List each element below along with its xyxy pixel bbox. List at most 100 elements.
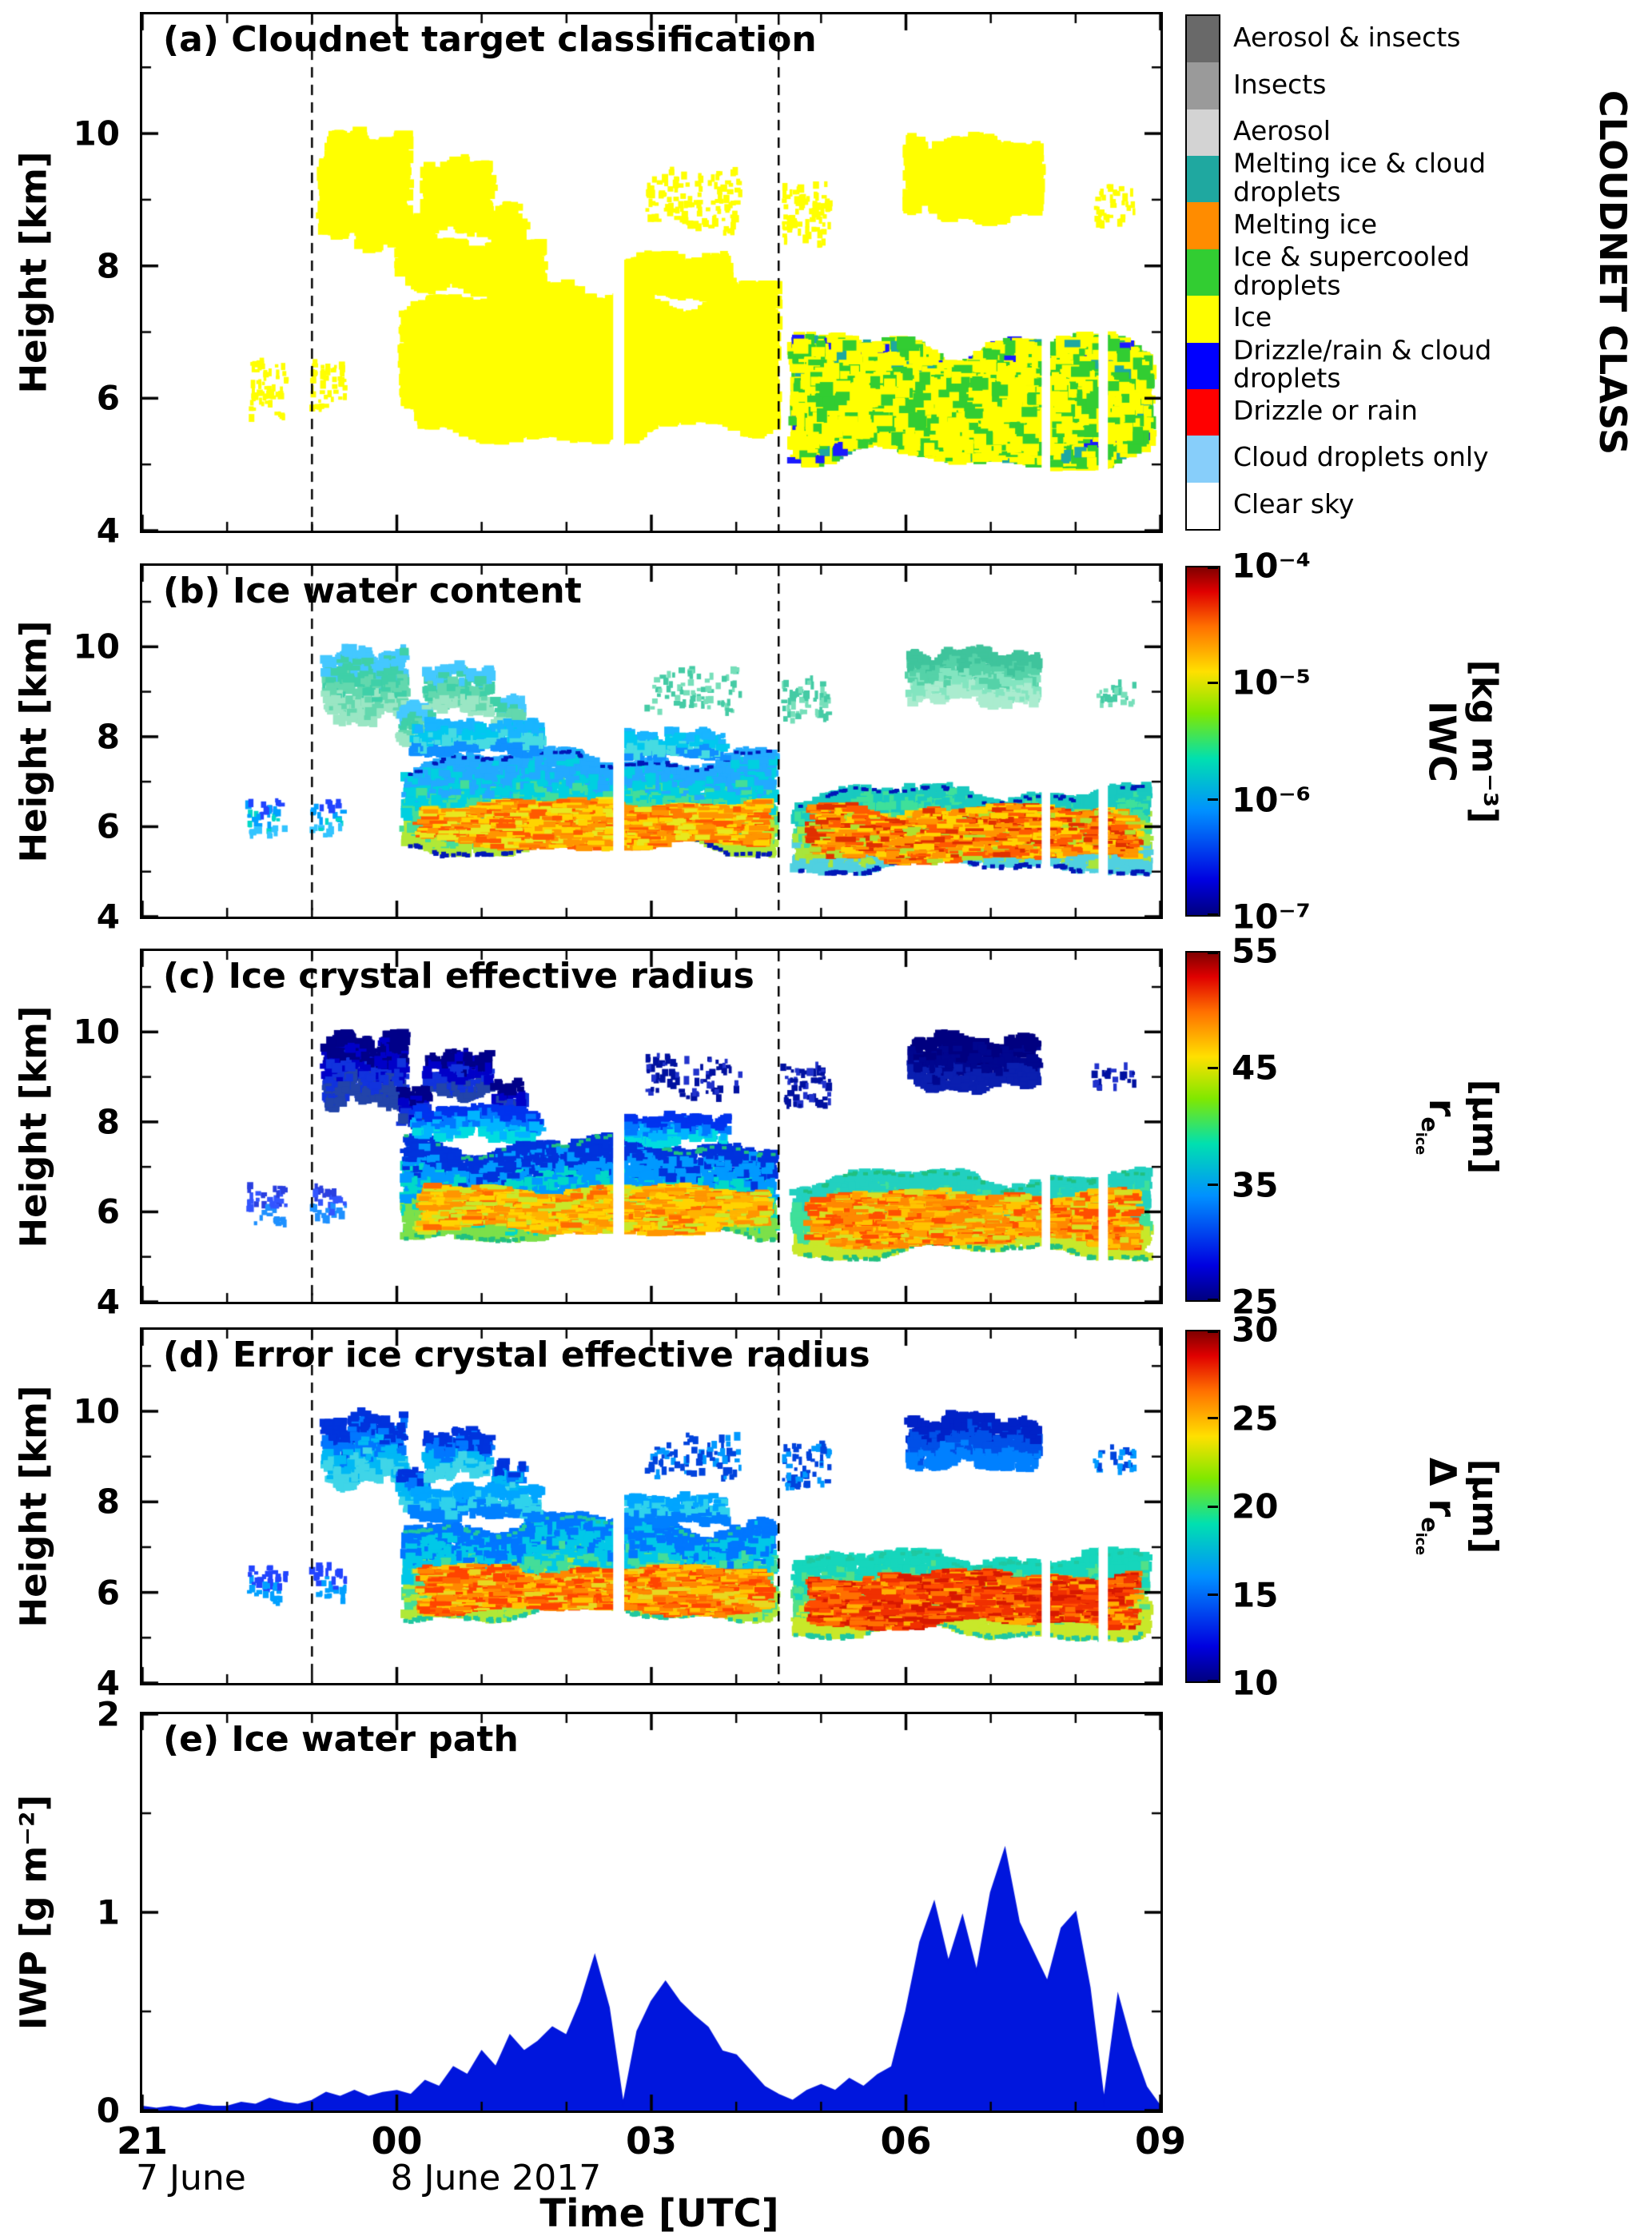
colorbar-d-tick-mark-4 [1208,1680,1218,1682]
colorbar-d-label: [μm] Δ reice [1412,1457,1505,1556]
panel-b-ice-water-content: (b) Ice water content [140,563,1163,919]
y-tick-label-d-4: 4 [96,1663,120,1703]
colorbar-b-tick-mark-3 [1208,913,1218,916]
colorbar-d-tick-label-3: 15 [1232,1575,1279,1614]
cloudnet-class-swatch-7 [1187,342,1219,389]
x-date-label-0: 7 June [136,2158,246,2198]
colorbar-d-tick-label-0: 30 [1232,1310,1279,1350]
colorbar-d-symbol: Δ reice [1412,1457,1464,1556]
colorbar-d-tick-mark-3 [1208,1593,1218,1596]
panel-b-y-axis-label: Height [km] [12,620,55,862]
colorbar-c-tick-label-0: 55 [1232,931,1279,971]
x-date-label-1: 8 June 2017 [390,2158,602,2198]
colorbar-b-tick-mark-1 [1208,681,1218,684]
cloudnet-class-swatch-2 [1187,109,1219,157]
y-tick-label-d-6: 6 [96,1573,120,1613]
cloudnet-class-swatch-8 [1187,388,1219,436]
y-tick-label-e-2: 2 [96,1694,120,1734]
cloudnet-class-swatch-10 [1187,482,1219,529]
y-tick-label-a-6: 6 [96,378,120,418]
colorbar-b-tick-label-3: 10⁻⁷ [1232,897,1312,937]
cloudnet-class-label-8: Drizzle or rain [1233,395,1418,427]
panel-c-effective-radius: (c) Ice crystal effective radius [140,949,1163,1304]
colorbar-c-label: [μm] reice [1412,1079,1505,1174]
panel-a-heatmap-canvas [142,14,1160,531]
panel-d-heatmap-canvas [142,1330,1160,1683]
colorbar-c-unit: [μm] [1463,1079,1505,1174]
x-tick-label-21: 21 [116,2119,169,2162]
colorbar-c-tick-mark-1 [1208,1066,1218,1069]
colorbar-c-tick-label-1: 45 [1232,1048,1279,1088]
cloudnet-class-swatch-4 [1187,202,1219,249]
y-tick-label-c-10: 10 [73,1012,120,1052]
colorbar-c-tick-mark-3 [1208,1299,1218,1301]
panel-b-heatmap-canvas [142,566,1160,917]
colorbar-c-tick-label-2: 35 [1232,1165,1279,1205]
y-tick-label-b-10: 10 [73,627,120,666]
cloudnet-class-label-7: Drizzle/rain & cloud droplets [1233,334,1492,394]
y-tick-label-a-10: 10 [73,113,120,153]
panel-d-y-axis-label: Height [km] [12,1385,55,1628]
panel-b-title: (b) Ice water content [163,571,582,611]
y-tick-label-e-0: 0 [96,2091,120,2131]
x-axis-label: Time [UTC] [539,2191,779,2236]
panel-a-y-axis-label: Height [km] [12,151,55,394]
cloudnet-class-label-5: Ice & supercooled droplets [1233,241,1471,300]
colorbar-b-tick-label-0: 10⁻⁴ [1232,546,1312,586]
panel-d-title: (d) Error ice crystal effective radius [163,1335,870,1375]
y-tick-label-e-1: 1 [96,1892,120,1932]
panel-d-effective-radius-error: (d) Error ice crystal effective radius [140,1327,1163,1685]
colorbar-d-tick-label-4: 10 [1232,1663,1279,1703]
panel-e-ice-water-path: (e) Ice water path [140,1712,1163,2113]
iwc-colorbar [1185,566,1220,917]
panel-c-y-axis-label: Height [km] [12,1005,55,1247]
y-tick-label-c-8: 8 [96,1102,120,1142]
colorbar-c-tick-mark-2 [1208,1184,1218,1187]
panel-c-title: (c) Ice crystal effective radius [163,956,754,997]
panel-a-title: (a) Cloudnet target classification [163,19,817,60]
cloudnet-class-label-4: Melting ice [1233,208,1378,240]
y-tick-label-c-6: 6 [96,1192,120,1231]
cloudnet-class-label-3: Melting ice & cloud droplets [1233,147,1487,208]
cloudnet-class-label-9: Cloud droplets only [1233,441,1489,473]
cloudnet-class-swatch-9 [1187,436,1219,483]
colorbar-b-label: [kg m⁻³] IWC [1421,659,1505,823]
colorbar-b-unit: [kg m⁻³] [1463,659,1505,823]
x-tick-label-09: 09 [1134,2119,1187,2162]
y-tick-label-b-6: 6 [96,806,120,846]
colorbar-d-tick-mark-0 [1208,1331,1218,1333]
colorbar-b-symbol: IWC [1420,700,1464,782]
colorbar-d-tick-mark-1 [1208,1417,1218,1419]
panel-a-cloudnet-classification: (a) Cloudnet target classification [140,12,1163,533]
cloudnet-class-label-2: Aerosol [1233,115,1331,147]
colorbar-c-tick-label-3: 25 [1232,1282,1279,1322]
colorbar-b-tick-mark-2 [1208,798,1218,802]
colorbar-d-tick-mark-2 [1208,1505,1218,1508]
x-tick-label-06: 06 [880,2119,932,2162]
cloudnet-class-swatch-6 [1187,296,1219,343]
colorbar-d-tick-label-2: 20 [1232,1486,1279,1526]
y-tick-label-b-4: 4 [96,897,120,937]
colorbar-c-symbol: reice [1412,1098,1464,1155]
colorbar-b-tick-label-2: 10⁻⁶ [1232,780,1312,820]
panel-c-heatmap-canvas [142,951,1160,1302]
y-tick-label-d-10: 10 [73,1391,120,1431]
cloudnet-class-colorbar [1185,14,1220,531]
cloudnet-class-label-0: Aerosol & insects [1233,22,1461,54]
colorbar-d-unit: [μm] [1463,1458,1505,1554]
panel-e-y-axis-label: IWP [g m⁻²] [12,1794,55,2031]
colorbar-b-tick-mark-0 [1208,567,1218,569]
cloudnet-class-swatch-1 [1187,62,1219,109]
y-tick-label-d-8: 8 [96,1482,120,1522]
colorbar-b-tick-label-1: 10⁻⁵ [1232,662,1312,702]
y-tick-label-a-8: 8 [96,246,120,286]
cloudnet-class-swatch-5 [1187,249,1219,296]
x-tick-label-03: 03 [625,2119,678,2162]
cloudnet-class-colorbar-title: CLOUDNET CLASS [1591,90,1634,456]
effective-radius-colorbar [1185,951,1220,1302]
colorbar-d-tick-label-1: 25 [1232,1398,1279,1438]
y-tick-label-b-8: 8 [96,717,120,757]
cloudnet-class-label-1: Insects [1233,68,1327,100]
cloudnet-class-swatch-3 [1187,156,1219,203]
